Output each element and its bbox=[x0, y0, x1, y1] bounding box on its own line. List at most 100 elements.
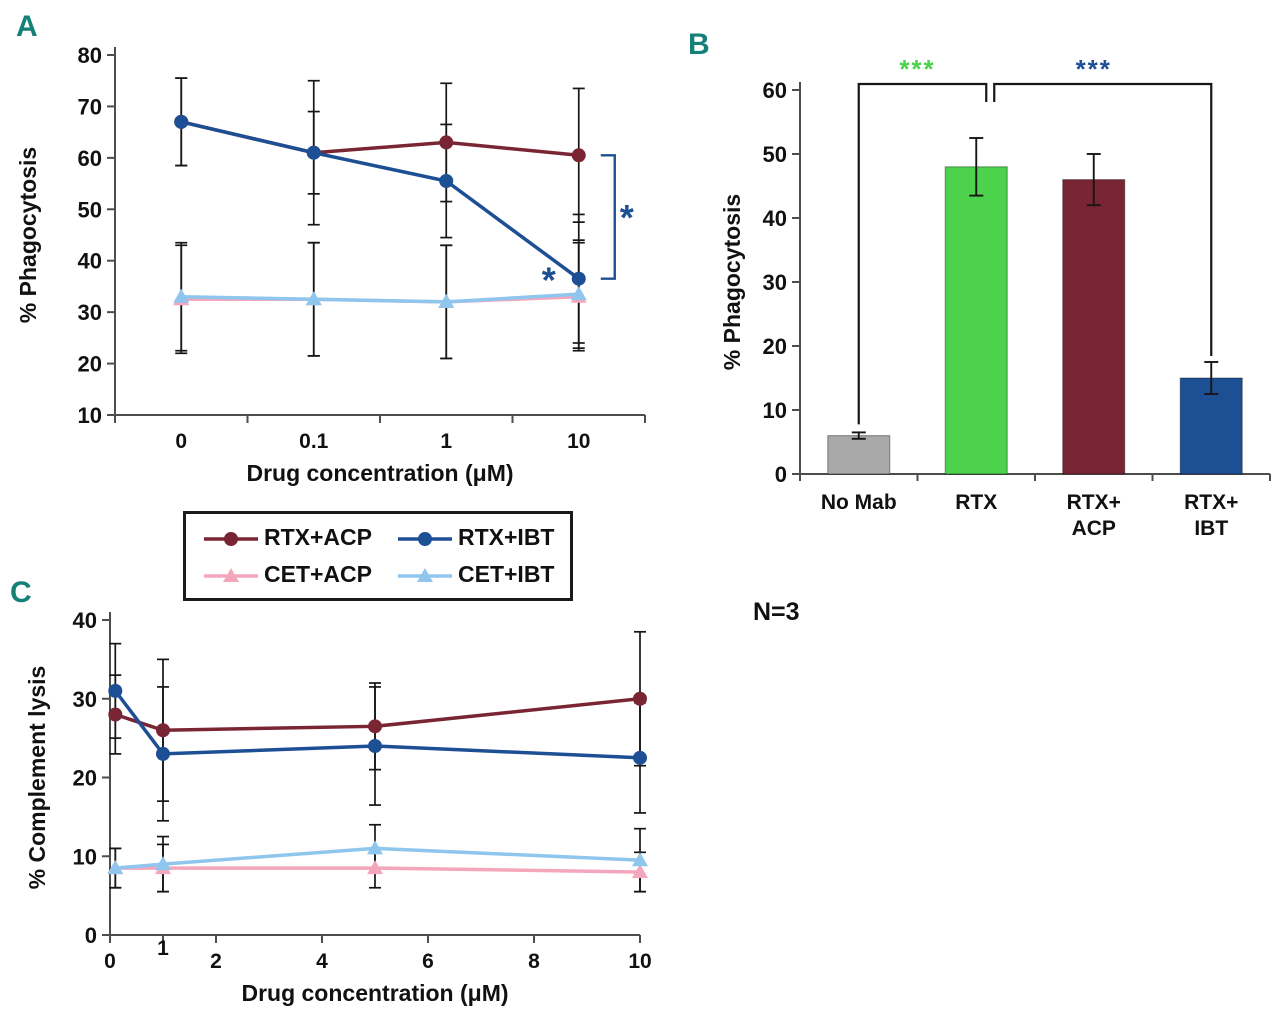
data-point-cet-ibt bbox=[305, 291, 322, 306]
data-point-rtx-ibt bbox=[439, 174, 454, 188]
x-axis-title: Drug concentration (μM) bbox=[246, 460, 513, 486]
data-point-cet-ibt bbox=[367, 840, 383, 855]
data-point-cet-ibt bbox=[107, 860, 124, 875]
significance-bracket bbox=[600, 154, 616, 280]
panel-b-label: B bbox=[688, 28, 710, 61]
x-tick-label: 1 bbox=[440, 430, 452, 453]
x-tick-label: 0 bbox=[104, 950, 116, 973]
legend-item-rtx-acp: RTX+ACP bbox=[202, 524, 372, 551]
x-category-label: No Mab bbox=[821, 491, 897, 514]
data-point-cet-ibt bbox=[632, 852, 648, 867]
significance-stars: *** bbox=[1076, 54, 1112, 84]
triangle-marker-icon bbox=[398, 567, 452, 582]
significance-bracket bbox=[993, 82, 1213, 356]
y-tick-label: 20 bbox=[763, 334, 787, 359]
x-tick-label: 8 bbox=[528, 950, 540, 973]
x-axis-title: Drug concentration (μM) bbox=[241, 980, 508, 1006]
x-category-label: IBT bbox=[1194, 517, 1228, 540]
x-category-label: RTX bbox=[955, 491, 997, 514]
panel-a-chart: 0 0.1 1 10 10 20 30 40 50 60 70 80 Drug concentratio… bbox=[15, 43, 646, 486]
x-tick-label: 6 bbox=[422, 950, 434, 973]
data-point-cet-acp bbox=[367, 860, 383, 875]
data-point-cet-acp bbox=[632, 864, 648, 878]
data-point-rtx-acp bbox=[368, 719, 382, 734]
data-point-rtx-acp bbox=[156, 723, 170, 738]
sample-size-note: N=3 bbox=[753, 598, 800, 626]
y-tick-label: 20 bbox=[73, 766, 97, 791]
y-tick-label: 10 bbox=[763, 398, 787, 423]
y-tick-label: 30 bbox=[78, 300, 102, 325]
error-bar bbox=[969, 137, 984, 197]
series-line-rtx-ibt bbox=[180, 120, 580, 281]
x-tick-label: 10 bbox=[567, 430, 590, 453]
bar-no-mab bbox=[827, 435, 891, 475]
legend-label: RTX+ACP bbox=[264, 524, 372, 550]
error-bar bbox=[1086, 153, 1101, 207]
data-point-rtx-ibt bbox=[306, 145, 321, 160]
series-line-rtx-acp bbox=[180, 120, 579, 158]
y-tick-label: 30 bbox=[73, 687, 97, 712]
significance-stars: *** bbox=[899, 54, 935, 84]
y-tick-label: 10 bbox=[78, 403, 102, 428]
y-tick-label: 40 bbox=[763, 206, 787, 231]
legend-item-rtx-ibt: RTX+IBT bbox=[396, 524, 554, 551]
legend-label: CET+ACP bbox=[264, 561, 372, 587]
panel-b-chart: 0 10 20 30 40 50 60 No Mab RTX RTX+ ACP RTX+ IBT % Ph… bbox=[719, 54, 1271, 540]
data-point-rtx-ibt bbox=[108, 683, 123, 698]
data-point-rtx-acp bbox=[439, 135, 454, 150]
y-tick-label: 50 bbox=[763, 142, 787, 167]
y-axis-title: % Phagocytosis bbox=[719, 194, 745, 370]
series-line-cet-ibt bbox=[181, 292, 579, 304]
y-tick-label: 0 bbox=[775, 462, 787, 487]
panel-c-chart: 0 1 2 4 6 8 10 0 10 20 30 40 Drug concentration (μM)… bbox=[24, 608, 652, 1006]
bar-rtx-acp bbox=[1062, 179, 1126, 475]
error-bar bbox=[851, 431, 866, 440]
y-tick-label: 10 bbox=[73, 844, 97, 869]
legend-item-cet-acp: CET+ACP bbox=[202, 561, 372, 588]
panel-c-plot: 0 1 2 4 6 8 10 0 10 20 30 40 Drug concentration (μM)… bbox=[24, 608, 652, 1006]
series-line-cet-acp bbox=[115, 866, 641, 874]
data-point-rtx-ibt bbox=[633, 750, 647, 765]
x-tick-label: 2 bbox=[210, 950, 222, 973]
series-line-cet-ibt bbox=[115, 846, 641, 870]
significance-bracket bbox=[857, 82, 988, 425]
y-tick-label: 60 bbox=[763, 78, 787, 103]
circle-marker-icon bbox=[398, 531, 452, 546]
panel-a-plot: 0 0.1 1 10 10 20 30 40 50 60 70 80 Drug concentratio… bbox=[15, 43, 646, 486]
panel-b-plot: 0 10 20 30 40 50 60 No Mab RTX RTX+ ACP RTX+ IBT % Ph… bbox=[719, 54, 1271, 540]
y-tick-label: 80 bbox=[78, 43, 102, 68]
y-tick-label: 40 bbox=[73, 608, 97, 633]
y-tick-label: 0 bbox=[85, 923, 97, 948]
data-point-cet-ibt bbox=[155, 856, 171, 871]
x-category-label: ACP bbox=[1072, 517, 1116, 540]
data-point-rtx-acp bbox=[571, 148, 586, 163]
data-point-rtx-ibt bbox=[368, 739, 382, 753]
data-point-cet-ibt bbox=[438, 293, 455, 308]
x-tick-label: 0 bbox=[175, 430, 187, 453]
panel-c-label: C bbox=[10, 576, 32, 609]
data-point-rtx-acp bbox=[108, 707, 123, 722]
legend-label: RTX+IBT bbox=[458, 524, 555, 550]
legend-item-cet-ibt: CET+IBT bbox=[396, 561, 554, 588]
x-category-label: RTX+ bbox=[1067, 491, 1121, 514]
data-point-rtx-ibt bbox=[174, 114, 189, 129]
y-tick-label: 60 bbox=[78, 146, 102, 171]
chart-legend: RTX+ACP RTX+IBT CET+ACP CET+IBT bbox=[183, 511, 574, 601]
y-tick-label: 70 bbox=[78, 94, 102, 119]
data-point-cet-ibt bbox=[570, 286, 587, 301]
circle-marker-icon bbox=[204, 531, 258, 546]
y-tick-label: 40 bbox=[78, 249, 102, 274]
y-axis-title: % Phagocytosis bbox=[15, 147, 41, 323]
significance-star: * bbox=[542, 260, 556, 301]
x-tick-label: 4 bbox=[316, 950, 328, 973]
legend-label: CET+IBT bbox=[458, 561, 555, 587]
triangle-marker-icon bbox=[204, 567, 258, 582]
series-line-rtx-ibt bbox=[113, 689, 641, 760]
y-tick-label: 50 bbox=[78, 197, 102, 222]
bar-rtx bbox=[944, 166, 1008, 475]
x-tick-label: 1 bbox=[157, 937, 169, 960]
error-bar bbox=[1204, 361, 1219, 395]
significance-star: * bbox=[620, 197, 634, 238]
data-point-rtx-ibt bbox=[156, 746, 170, 761]
data-point-cet-ibt bbox=[173, 288, 190, 303]
